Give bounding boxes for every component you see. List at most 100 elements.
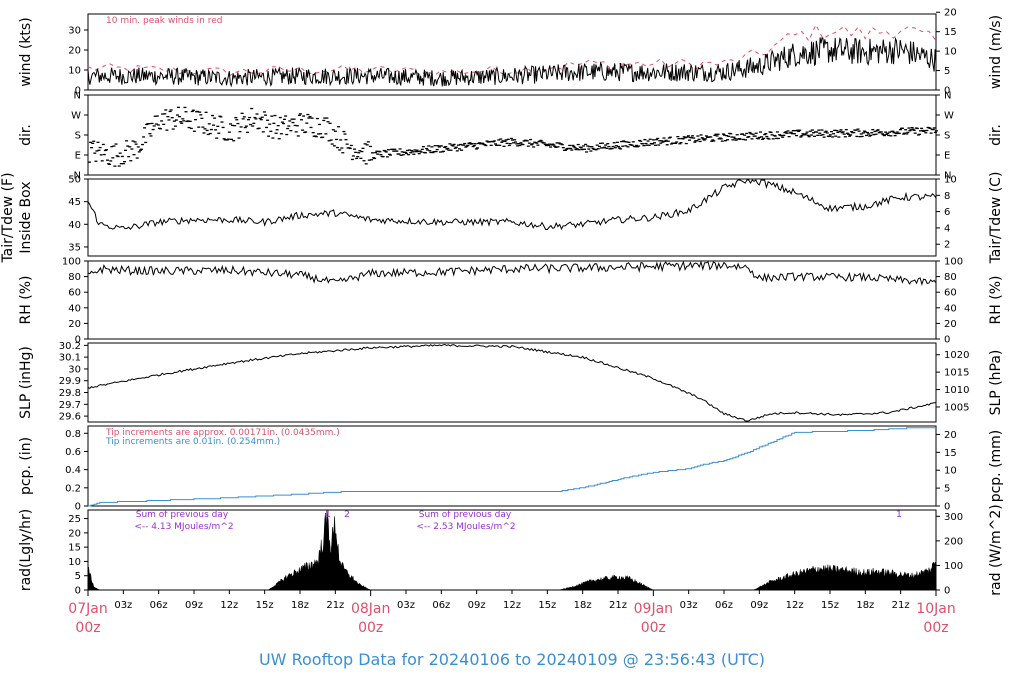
dir-point <box>332 145 336 147</box>
dir-point <box>297 114 301 116</box>
dir-point <box>631 141 635 143</box>
dir-point <box>110 146 114 148</box>
dir-point <box>197 126 201 128</box>
dir-point <box>173 125 177 127</box>
dir-ytick-label: N <box>74 91 81 102</box>
dir-point <box>187 126 191 129</box>
dir-point <box>89 141 93 143</box>
temp-axis-label-left: Inside Box <box>18 181 34 253</box>
dir-point <box>359 157 363 159</box>
dir-point <box>137 151 141 153</box>
slp-ytick-label: 29.8 <box>59 388 81 399</box>
dir-point <box>211 114 214 117</box>
dir-point <box>255 113 259 115</box>
dir-point <box>340 147 344 149</box>
dir-point <box>877 132 881 134</box>
dir-point <box>410 150 414 152</box>
dir-point <box>215 137 219 139</box>
dir-point <box>607 145 611 148</box>
rh-ytick-right-label: 0 <box>944 335 950 346</box>
dir-ytick-right-label: S <box>944 131 950 142</box>
temp-ytick-label: 45 <box>68 197 81 208</box>
dir-point <box>734 139 738 141</box>
dir-point <box>620 140 624 143</box>
temp-ytick-label: 40 <box>68 220 81 231</box>
dir-point <box>924 132 928 134</box>
dir-point <box>132 154 136 156</box>
dir-point <box>156 124 160 126</box>
dir-point <box>866 131 869 134</box>
dir-point <box>268 123 272 125</box>
dir-point <box>355 157 359 160</box>
dir-point <box>216 125 220 127</box>
dir-point <box>862 130 866 132</box>
temp-ytick-right-label: 6 <box>944 207 950 218</box>
dir-point <box>243 126 247 129</box>
dir-point <box>735 134 739 136</box>
dir-point <box>654 144 657 146</box>
rh-axis-label-right: RH (%) <box>988 276 1004 325</box>
dir-point <box>711 139 715 141</box>
dir-point <box>778 134 782 136</box>
dir-point <box>590 146 594 148</box>
pcp-ytick-right-label: 10 <box>944 466 957 477</box>
dir-point <box>872 134 876 136</box>
dir-point <box>571 144 575 147</box>
dir-point <box>897 132 901 134</box>
dir-ytick-right-label: N <box>944 171 951 182</box>
dir-point <box>549 146 553 148</box>
dir-point <box>876 129 880 131</box>
dir-point <box>344 139 348 141</box>
dir-point <box>200 117 204 119</box>
dir-point <box>561 147 565 149</box>
dir-point <box>351 155 355 157</box>
dir-point <box>589 150 593 152</box>
dir-point <box>774 137 778 140</box>
dir-point <box>456 144 460 146</box>
rad-note-1-line1: Sum of previous day <box>136 510 229 520</box>
dir-point <box>875 130 879 132</box>
dir-point <box>614 145 618 147</box>
wind-panel-frame <box>87 13 937 91</box>
dir-point <box>275 129 279 131</box>
dir-point <box>565 148 568 150</box>
dir-point <box>775 131 779 133</box>
dir-point <box>144 141 148 144</box>
dir-point <box>339 139 343 141</box>
dir-point <box>550 144 554 146</box>
dir-point <box>597 145 601 148</box>
dir-point <box>385 156 389 158</box>
temp-series-line <box>87 179 937 231</box>
dir-point <box>230 138 233 140</box>
dir-point <box>838 130 842 133</box>
x-day-label: 10Jan <box>916 601 955 617</box>
dir-point <box>128 146 132 148</box>
dir-point <box>259 119 263 121</box>
x-tick-label: 21z <box>892 600 910 611</box>
dir-point <box>586 145 590 147</box>
dir-point <box>397 153 401 155</box>
dir-point <box>539 139 543 142</box>
dir-point <box>809 134 813 136</box>
dir-point <box>199 114 203 116</box>
dir-point <box>742 138 745 141</box>
dir-point <box>277 138 281 140</box>
dir-point <box>721 133 725 135</box>
dir-point <box>908 130 912 132</box>
dir-point <box>154 123 158 125</box>
dir-point <box>206 133 210 136</box>
dir-point <box>370 159 373 161</box>
dir-point <box>604 144 608 146</box>
dir-point <box>513 139 517 141</box>
dir-point <box>474 148 478 150</box>
x-tick-label: 03z <box>114 600 132 611</box>
dir-point <box>307 117 311 119</box>
dir-point <box>568 144 572 147</box>
dir-point <box>265 126 268 129</box>
x-tick-label: 15z <box>256 600 274 611</box>
dir-point <box>131 140 135 142</box>
dir-point <box>198 111 202 113</box>
rh-ytick-label: 20 <box>68 319 81 330</box>
dir-point <box>172 120 176 122</box>
dir-point <box>519 142 523 144</box>
